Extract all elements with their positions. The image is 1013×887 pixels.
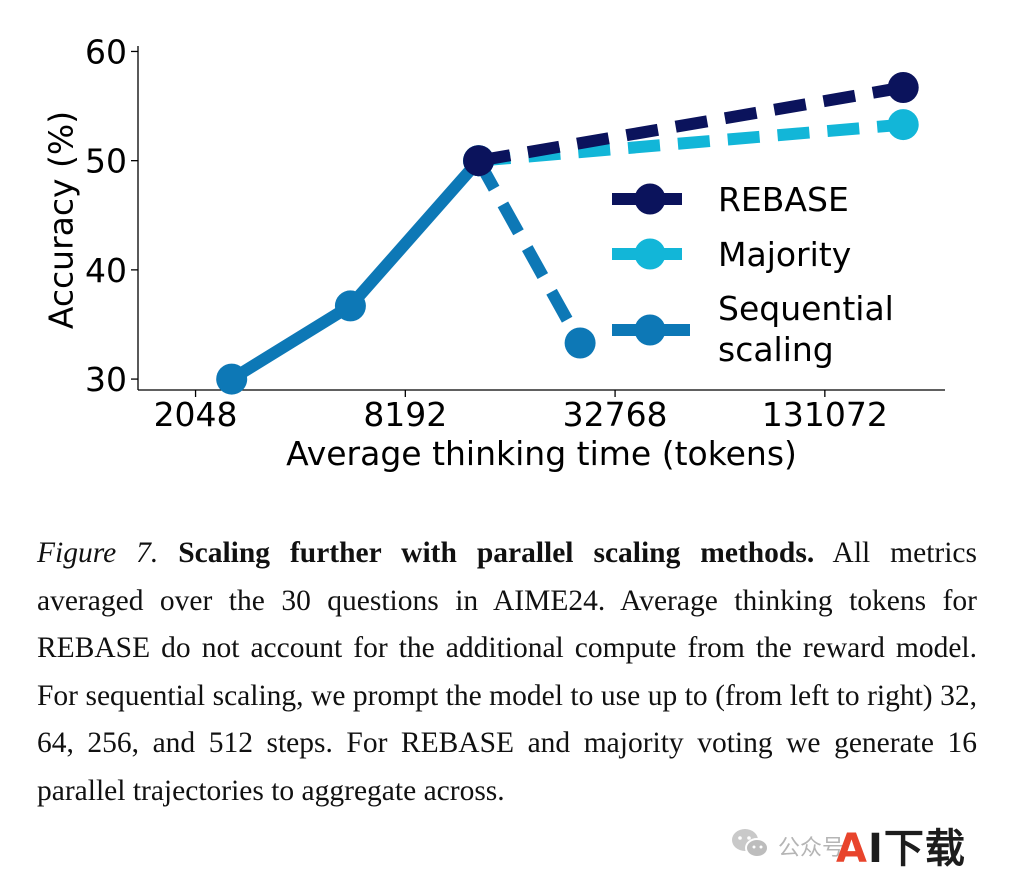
data-point <box>887 72 919 103</box>
data-point <box>334 290 366 322</box>
y-axis-label: Accuracy (%) <box>42 111 81 329</box>
data-point <box>463 145 495 177</box>
x-tick-label: 8192 <box>363 395 447 434</box>
x-axis-label: Average thinking time (tokens) <box>286 434 797 473</box>
legend-label: Majority <box>718 235 851 274</box>
data-point <box>216 363 248 395</box>
legend-marker <box>634 183 666 215</box>
data-point <box>564 327 596 359</box>
caption-body: All metrics averaged over the 30 questio… <box>37 537 978 807</box>
figure-caption: Figure 7. Scaling further with parallel … <box>37 530 977 815</box>
legend-label: Sequential <box>718 289 894 328</box>
legend-label: REBASE <box>718 180 849 219</box>
watermark-text: 公众号 <box>778 836 845 861</box>
series-line <box>228 156 484 385</box>
legend-marker <box>634 314 666 346</box>
watermark-brand: AI下载 <box>836 826 966 872</box>
x-axis-ticks: 2048 8192 32768 131072 <box>154 390 888 434</box>
series-line <box>473 157 586 346</box>
series-line <box>478 118 904 167</box>
series-line <box>477 81 905 167</box>
axes <box>137 46 945 391</box>
y-tick-label: 50 <box>85 142 127 181</box>
x-tick-label: 131072 <box>762 395 888 434</box>
legend-marker <box>634 238 666 270</box>
chart: 2048 8192 32768 131072 30 40 50 60 REBASE Major… <box>42 32 945 473</box>
y-axis-ticks: 30 40 50 60 <box>85 32 138 399</box>
series-layer <box>216 72 919 395</box>
watermark: 公众号 AI下载 <box>730 818 1000 880</box>
y-tick-label: 60 <box>85 32 127 71</box>
x-tick-label: 32768 <box>563 395 668 434</box>
wechat-icon <box>732 829 769 858</box>
data-point <box>887 109 919 141</box>
y-tick-label: 30 <box>85 360 127 399</box>
legend-label: scaling <box>718 330 834 369</box>
caption-title: Scaling further with parallel scaling me… <box>178 537 815 569</box>
x-tick-label: 2048 <box>154 395 238 434</box>
y-tick-label: 40 <box>85 251 127 290</box>
caption-label: Figure 7. <box>37 537 159 569</box>
